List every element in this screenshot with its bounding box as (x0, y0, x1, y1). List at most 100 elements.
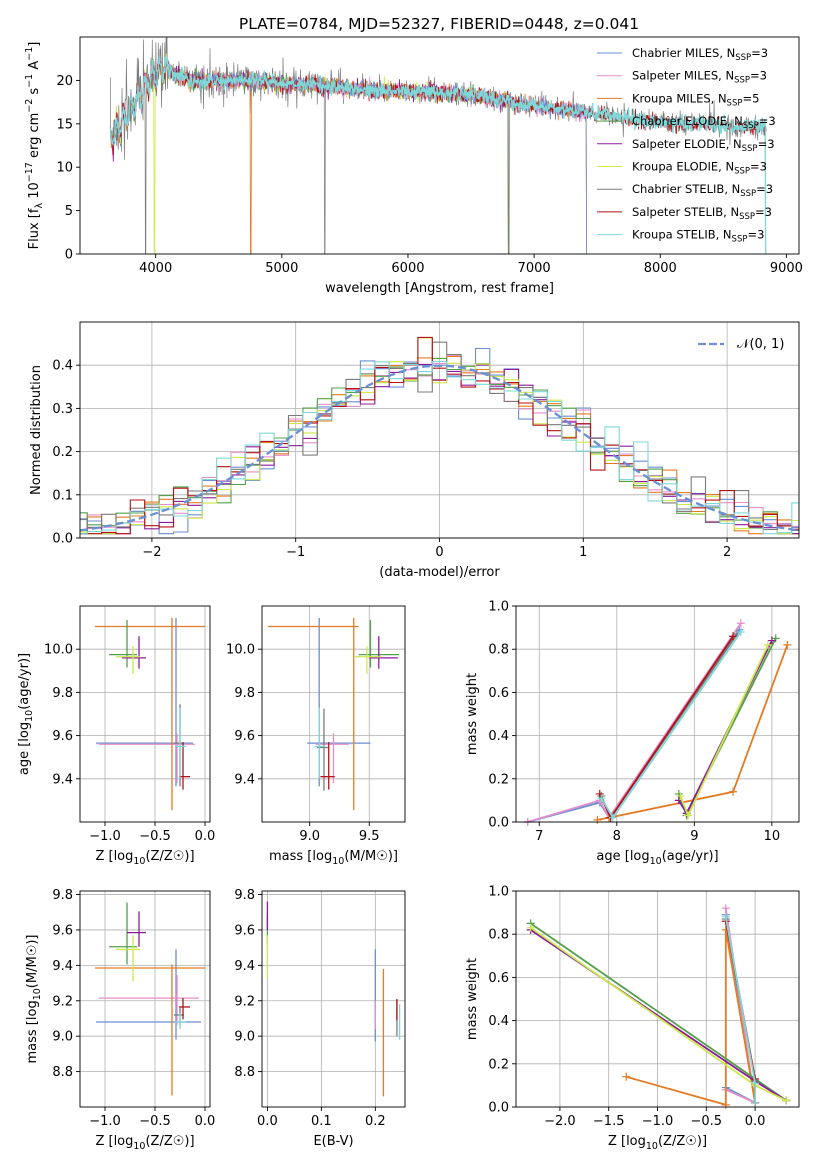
x-tick-label: −1.0 (89, 1114, 121, 1129)
label-part: log (630, 849, 650, 864)
label-part: mass weight (465, 673, 480, 755)
y-tick-label: 1.0 (488, 885, 509, 900)
x-axis-label: Z [log10(Z/Z☉)] (95, 1134, 194, 1152)
y-tick-label: 9.8 (52, 686, 73, 701)
legend-entry: Salpeter MILES, NSSP=3 (632, 69, 767, 86)
x-tick-label: −2.0 (544, 1114, 576, 1129)
label-part: mass [ (269, 849, 312, 864)
y-tick-label: 0.0 (488, 816, 509, 831)
hist-kroupa-stelib (80, 360, 799, 535)
age_vs_Z-panel: −1.0 −0.5 0.09.49.69.810.0Z [log10(Z/Z☉)]a… (17, 605, 215, 867)
point-marker (763, 640, 772, 649)
y-tick-label: 0.2 (52, 445, 73, 460)
point-marker (622, 1072, 631, 1081)
label-part: Flux [f (27, 208, 42, 249)
y-tick-label: 9.4 (234, 959, 255, 974)
legend-entry: Chabrier MILES, NSSP=3 (632, 46, 768, 63)
x-axis-label: Z [log10(Z/Z☉)] (608, 1134, 707, 1152)
point-marker (721, 904, 730, 913)
x-tick-label: 8000 (644, 261, 677, 276)
y-axis-label: Normed distribution (29, 365, 44, 495)
y-tick-label: 9.4 (52, 772, 73, 787)
axes-frame (79, 36, 800, 255)
legend-entry: Chabrier ELODIE, NSSP=3 (632, 114, 776, 131)
axes-frame (261, 605, 406, 823)
point-marker (721, 912, 730, 921)
y-axis-label: mass weight (465, 958, 480, 1040)
label-part: (M/M☉)] (344, 849, 398, 864)
label-part: 10 (133, 1141, 145, 1152)
label-part: (Z/Z☉)] (145, 1134, 194, 1149)
y-tick-label: 9.8 (234, 888, 255, 903)
errorbars (266, 901, 401, 1097)
y-tick-label: 9.4 (234, 772, 255, 787)
y-tick-label: 9.8 (234, 686, 255, 701)
y-tick-label: 9.0 (234, 1030, 255, 1045)
y-tick-label: 1.0 (488, 600, 509, 615)
x-tick-label: 5000 (265, 261, 298, 276)
label-part: erg cm (27, 113, 42, 162)
y-tick-label: 9.6 (52, 729, 73, 744)
point-marker (751, 1079, 760, 1088)
x-tick-label: 4000 (139, 261, 172, 276)
legend-entry: Chabrier STELIB, NSSP=3 (632, 182, 773, 199)
point-marker (783, 640, 792, 649)
series-line-chabrier-elodie (530, 922, 787, 1102)
label-part: (Z/Z☉)] (145, 849, 194, 864)
label-part: −1 (24, 47, 35, 61)
y-tick-label: 0.2 (488, 1057, 509, 1072)
errorbars (267, 617, 400, 811)
y-tick-label: 0.0 (52, 532, 73, 547)
x-tick-label: −2 (142, 545, 161, 560)
point-marker (595, 789, 604, 798)
point-marker (608, 813, 617, 822)
label-part: wavelength [Angstrom, rest frame] (325, 281, 554, 296)
series (523, 619, 792, 826)
y-tick-label: 10 (56, 161, 73, 176)
y-tick-label: 9.2 (52, 994, 73, 1009)
x-axis-label: mass [log10(M/M☉)] (269, 849, 398, 867)
y-tick-label: 8.8 (234, 1065, 255, 1080)
label-part: −1 (24, 74, 35, 88)
errorbars (95, 617, 205, 811)
point-marker (736, 627, 745, 636)
label-part: log (626, 1134, 646, 1149)
mass_vs_Z-panel: −1.0 −0.5 0.08.89.09.29.49.69.8Z [log10(Z/… (25, 888, 215, 1152)
point-marker (676, 792, 685, 801)
label-part: log (25, 1000, 40, 1020)
label-part: age [ (596, 849, 629, 864)
x-tick-label: 6000 (391, 261, 424, 276)
label-part: 10 (332, 856, 344, 867)
x-tick-label: 9 (690, 829, 698, 844)
y-tick-label: 0.1 (52, 488, 73, 503)
point-marker (782, 1096, 791, 1105)
series-line-chabrier-elodie (677, 637, 777, 818)
point-marker (684, 811, 693, 820)
x-axis-label: E(B-V) (313, 1134, 353, 1149)
y-tick-label: 9.6 (234, 729, 255, 744)
point-marker (767, 636, 776, 645)
x-tick-label: −0.5 (691, 1114, 723, 1129)
x-tick-label: 9000 (770, 261, 803, 276)
figure-title: PLATE=0784, MJD=52327, FIBERID=0448, z=0… (239, 15, 639, 33)
label-part: mass [ (25, 1020, 40, 1063)
y-tick-label: 9.6 (234, 923, 255, 938)
y-tick-label: 9.6 (52, 923, 73, 938)
series-line-kroupa-elodie (679, 644, 769, 818)
errorbars (95, 902, 205, 1096)
x-tick-label: 0.2 (365, 1114, 386, 1129)
label-part: Z [ (95, 849, 113, 864)
hist-salpeter-elodie (80, 363, 799, 535)
label-part: −2 (24, 99, 35, 113)
observed-spectrum (109, 37, 767, 254)
label-part: (M/M☉)] (25, 935, 40, 989)
y-tick-label: 0.4 (52, 359, 73, 374)
label-part: (age/yr)] (17, 653, 32, 710)
label-part: 10 (133, 856, 145, 867)
series-line-kroupa-miles (597, 644, 789, 821)
point-marker (729, 632, 738, 641)
label-part: ] (27, 42, 42, 47)
x-axis-label: (data-model)/error (379, 565, 500, 580)
hist-chabrier-stelib (80, 341, 799, 532)
